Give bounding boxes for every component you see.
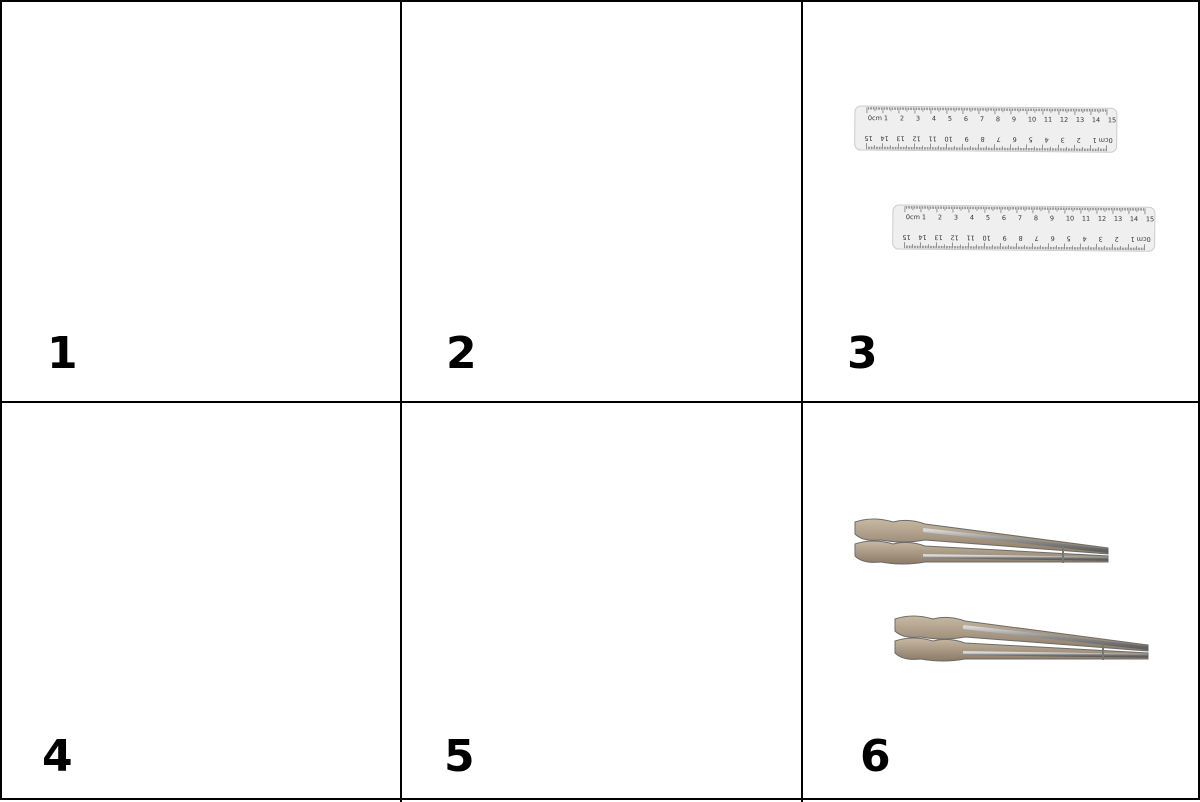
ruler-label: 15	[1146, 215, 1154, 223]
ruler-label: 13	[934, 233, 942, 241]
ruler-label: 3	[954, 214, 958, 222]
ruler-label: 2	[1115, 235, 1119, 243]
ruler-label: 5	[986, 214, 990, 222]
ruler-label: 4	[970, 214, 974, 222]
ruler-label: 11	[928, 135, 936, 143]
cell-1: 1	[2, 2, 400, 400]
ruler-label: 14	[880, 134, 888, 142]
ruler-label: 15	[864, 134, 872, 142]
ruler-label: 5	[948, 115, 952, 123]
cell-number: 1	[47, 332, 78, 376]
ruler-label: 13	[1114, 215, 1122, 223]
ruler-label: 9	[1012, 115, 1016, 123]
ruler-label: 3	[1061, 136, 1065, 144]
cell-number: 4	[42, 735, 73, 779]
ruler-label: 12	[1060, 116, 1068, 124]
ruler-label: 11	[1044, 116, 1052, 124]
ruler-label: 4	[1083, 235, 1087, 243]
ruler-label: 9	[1050, 214, 1054, 222]
ruler-label: 8	[996, 115, 1000, 123]
ruler-label: 2	[900, 114, 904, 122]
ruler-label: 10	[1066, 215, 1074, 223]
ruler-label: 1	[922, 213, 926, 221]
ruler-label: 3	[1099, 235, 1103, 243]
ruler-label: 8	[981, 135, 985, 143]
ruler-label: 9	[1003, 234, 1007, 242]
ruler-label: 7	[980, 115, 984, 123]
ruler-label: 14	[918, 233, 926, 241]
ruler-label: 10	[1028, 116, 1036, 124]
cell-4: 4	[2, 403, 400, 801]
ruler-label: 10	[982, 234, 990, 242]
ruler-label: 7	[1035, 234, 1039, 242]
ruler-label: 11	[966, 234, 974, 242]
ruler-label: 0cm	[868, 114, 882, 122]
ruler-label: 4	[932, 115, 936, 123]
ruler-label: 0cm	[906, 213, 920, 221]
ruler-label: 4	[1045, 136, 1049, 144]
ruler-label: 6	[1051, 234, 1055, 242]
ruler-label: 9	[965, 135, 969, 143]
ruler-label: 1	[1093, 136, 1097, 144]
ruler-label: 0cm	[1099, 136, 1113, 144]
cell-6: 6	[803, 403, 1200, 801]
ruler-label: 13	[1076, 116, 1084, 124]
ruler-label: 0cm	[1137, 235, 1151, 243]
ruler-label: 2	[938, 213, 942, 221]
ruler-label: 8	[1019, 234, 1023, 242]
ruler-label: 11	[1082, 215, 1090, 223]
ruler-label: 7	[1018, 214, 1022, 222]
ruler-label: 10	[944, 135, 952, 143]
ruler-label: 1	[1131, 235, 1135, 243]
ruler-label: 15	[902, 233, 910, 241]
ruler-label: 13	[896, 134, 904, 142]
ruler-label: 12	[912, 135, 920, 143]
ruler-label: 6	[964, 115, 968, 123]
ruler-label: 2	[1077, 136, 1081, 144]
cell-2: 2	[402, 2, 800, 400]
ruler-label: 14	[1092, 116, 1100, 124]
ruler-label: 15	[1108, 116, 1116, 124]
ruler-label: 12	[950, 234, 958, 242]
ruler-label: 3	[916, 115, 920, 123]
cell-number: 2	[446, 332, 477, 376]
ruler-label: 6	[1013, 135, 1017, 143]
ruler-label: 5	[1029, 136, 1033, 144]
ruler-label: 5	[1067, 235, 1071, 243]
ruler-label: 7	[997, 135, 1001, 143]
ruler-label: 6	[1002, 214, 1006, 222]
cell-5: 5	[402, 403, 800, 801]
ruler-label: 12	[1098, 215, 1106, 223]
cell-number: 5	[444, 735, 475, 779]
ruler-label: 14	[1130, 215, 1138, 223]
cell-number: 6	[860, 735, 891, 779]
ruler-label: 1	[884, 114, 888, 122]
ruler-label: 8	[1034, 214, 1038, 222]
cell-number: 3	[847, 332, 878, 376]
